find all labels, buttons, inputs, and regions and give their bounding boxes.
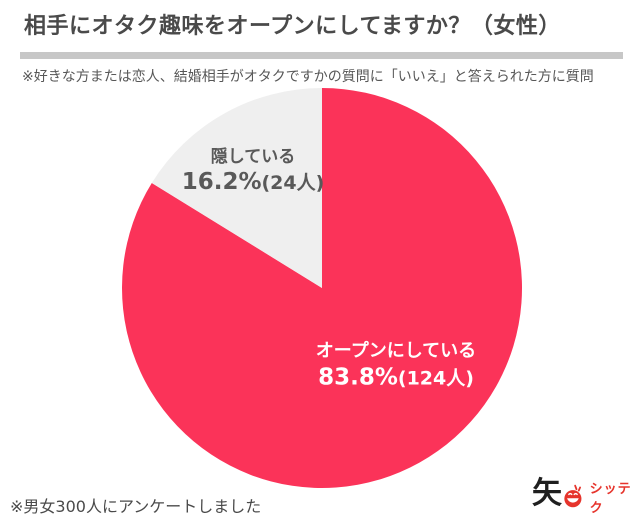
brand-logo: 矢 シッテク (532, 472, 640, 517)
smiley-face-icon (564, 484, 582, 508)
slice-value-text: 16.2%(24人) (181, 169, 325, 196)
pie-slice-1 (151, 88, 322, 288)
slice-label-text: 隠している (210, 147, 296, 167)
logo-brand-text: シッテク (589, 482, 632, 516)
pie-label-hidden: 隠している 16.2%(24人) (182, 147, 325, 197)
sample-size-note: ※男女300人にアンケートしました (10, 497, 262, 516)
slice-label-text: オープンにしている (315, 340, 477, 362)
pie-slice-0 (122, 88, 523, 489)
page-title: 相手にオタク趣味をオープンにしてますか？（女性） (24, 14, 561, 39)
survey-condition-note: ※好きな方または恋人、結婚相手がオタクですかの質問に「いいえ」と答えられた方に質… (22, 69, 594, 85)
logo-kanji: 矢 (532, 476, 562, 511)
slice-value-text: 83.8%(124人) (318, 363, 474, 390)
pie-label-open: オープンにしている 83.8%(124人) (316, 340, 476, 391)
pie-chart (122, 88, 523, 489)
title-divider (20, 52, 623, 59)
